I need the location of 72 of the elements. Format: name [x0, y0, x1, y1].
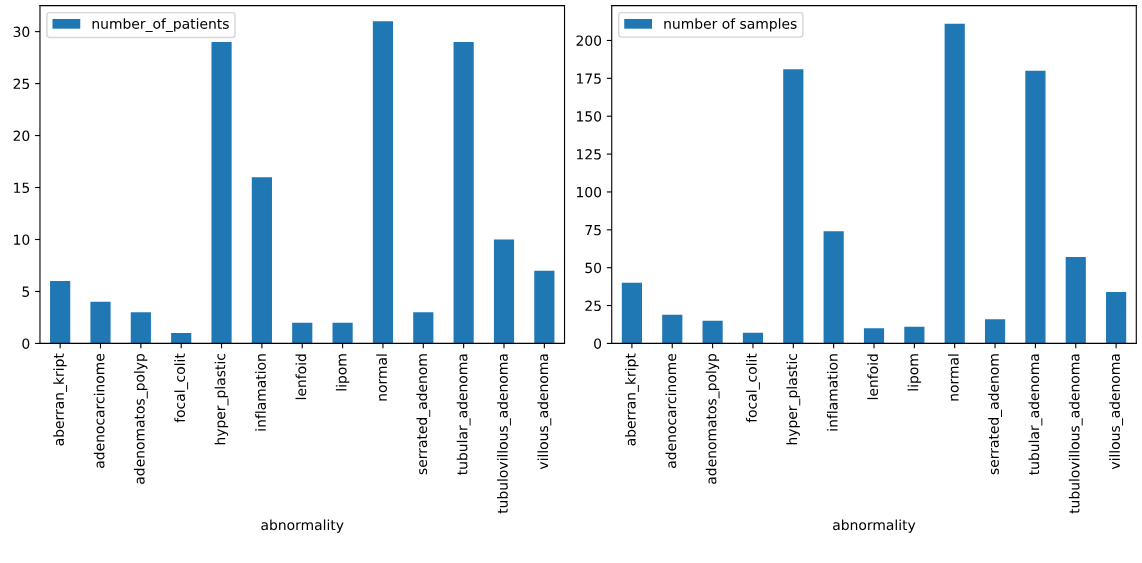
x-tick-label: hyper_plastic	[786, 354, 801, 445]
x-tick-label: serrated_adenom	[988, 354, 1002, 475]
bar	[702, 320, 723, 344]
x-tick-label: aberran_kript	[53, 353, 68, 446]
x-tick-label: normal	[376, 354, 387, 401]
bar	[453, 42, 474, 344]
bar	[372, 21, 394, 344]
x-tick-label: adenocarcinome	[665, 353, 677, 468]
bar	[211, 42, 232, 344]
bar	[534, 270, 555, 344]
x-tick-label: hyper_plastic	[214, 354, 229, 445]
x-axis-title: abnormality	[833, 519, 916, 533]
x-tick-label: adenomatos_polyp	[133, 353, 148, 484]
bar	[130, 312, 151, 344]
y-tick-label: 10	[14, 234, 30, 245]
y-tick-label: 0	[22, 338, 30, 349]
x-tick-label: normal	[947, 354, 959, 401]
bar	[823, 231, 844, 344]
bar	[621, 282, 642, 344]
y-tick-label: 20	[13, 130, 30, 142]
y-tick-label: 150	[577, 111, 602, 122]
y-tick-label: 125	[577, 149, 601, 160]
bar	[90, 301, 111, 344]
bar	[171, 333, 192, 344]
x-tick-label: lipom	[335, 354, 350, 391]
x-tick-label: focal_colit	[174, 353, 189, 423]
y-tick-label: 25	[585, 300, 601, 312]
bar	[50, 281, 71, 344]
bar	[413, 312, 434, 344]
bar	[292, 322, 313, 344]
y-tick-label: 25	[13, 78, 30, 90]
bar	[1106, 291, 1127, 344]
x-tick-label: lenfoid	[295, 354, 307, 400]
bar	[1025, 70, 1046, 344]
x-tick-label: villous_adenoma	[537, 354, 552, 470]
bar	[783, 69, 804, 344]
x-tick-label: lipom	[907, 354, 922, 391]
legend-label: number of samples	[664, 18, 797, 32]
y-tick-label: 15	[14, 182, 30, 193]
bar	[984, 319, 1006, 344]
x-axis-title: abnormality	[261, 519, 344, 533]
x-tick-label: inflamation	[255, 354, 266, 431]
bar	[493, 239, 515, 344]
bar	[332, 322, 353, 344]
bar	[251, 177, 272, 344]
x-tick-label: villous_adenoma	[1109, 354, 1124, 470]
bar	[863, 328, 885, 344]
y-tick-label: 5	[22, 286, 30, 297]
bar	[662, 314, 683, 344]
y-tick-label: 0	[594, 338, 602, 349]
y-tick-label: 175	[577, 73, 601, 84]
x-tick-label: tubular_adenoma	[456, 354, 471, 475]
legend-label: number_of_patients	[92, 18, 229, 32]
x-tick-label: lenfoid	[867, 354, 879, 400]
x-tick-label: inflamation	[826, 354, 838, 431]
y-tick-label: 50	[585, 262, 602, 274]
x-tick-label: adenomatos_polyp	[705, 353, 720, 484]
x-tick-label: adenocarcinome	[93, 353, 105, 468]
y-tick-label: 100	[577, 186, 602, 198]
y-tick-label: 200	[576, 35, 602, 46]
bar	[904, 326, 925, 344]
y-tick-label: 75	[585, 224, 601, 236]
x-tick-label: focal_colit	[746, 353, 760, 423]
x-tick-label: serrated_adenom	[416, 354, 431, 475]
y-tick-label: 30	[13, 26, 30, 38]
x-tick-label: aberran_kript	[625, 353, 639, 446]
bar	[1065, 257, 1086, 344]
x-tick-label: tubulovillous_adenoma	[497, 354, 511, 514]
x-tick-label: tubulovillous_adenoma	[1068, 354, 1083, 514]
bar	[944, 23, 965, 344]
x-tick-label: tubular_adenoma	[1028, 354, 1043, 475]
bar	[742, 332, 764, 344]
